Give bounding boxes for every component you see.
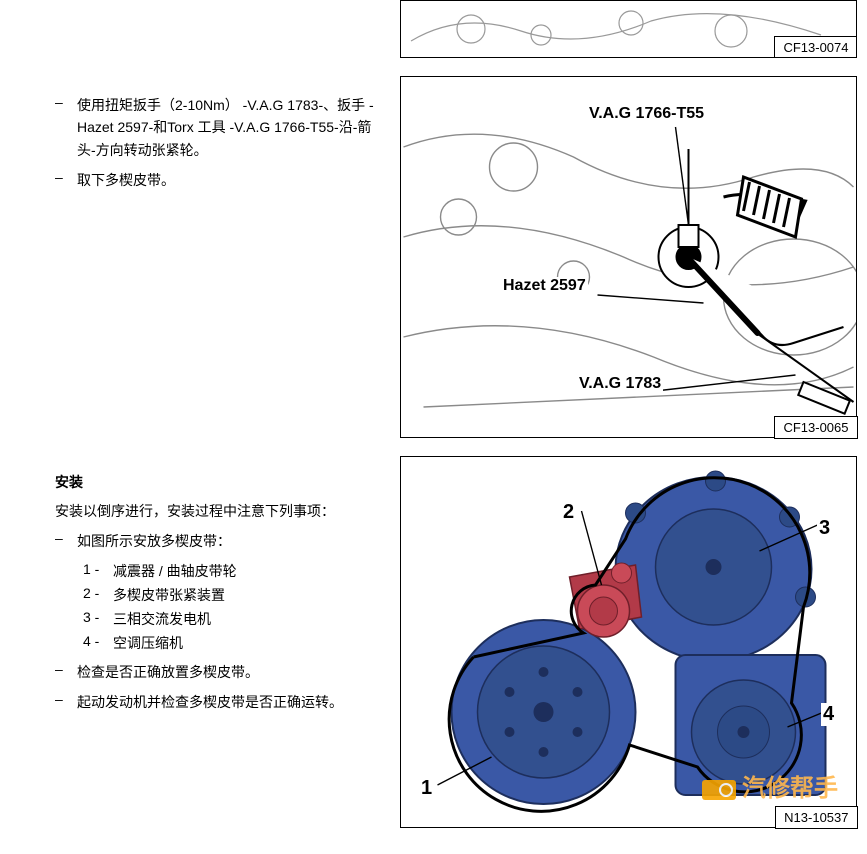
install-heading: 安装	[55, 472, 385, 492]
callout-hazet-2597: Hazet 2597	[501, 277, 588, 295]
bullet-text: 如图所示安放多楔皮带：	[77, 530, 385, 552]
bullet-text: 起动发动机并检查多楔皮带是否正确运转。	[77, 691, 385, 713]
watermark-text: 汽修帮手	[742, 775, 838, 802]
item-text: 多楔皮带张紧装置	[113, 585, 225, 605]
bullet-item: – 检查是否正确放置多楔皮带。	[55, 661, 385, 683]
item-text: 空调压缩机	[113, 633, 183, 653]
item-number: 4 -	[83, 633, 113, 653]
bullet-text: 检查是否正确放置多楔皮带。	[77, 661, 385, 683]
dash: –	[55, 169, 77, 191]
callout-2: 2	[561, 501, 576, 524]
bullet-text: 取下多楔皮带。	[77, 169, 385, 191]
dash: –	[55, 94, 77, 161]
item-text: 三相交流发电机	[113, 609, 211, 629]
callout-vag-1783: V.A.G 1783	[577, 375, 663, 393]
watermark: 汽修帮手	[702, 768, 838, 803]
bullet-item: – 使用扭矩扳手（2-10Nm） -V.A.G 1783-、扳手 -Hazet …	[55, 94, 385, 161]
figure-id-bot: N13-10537	[775, 806, 857, 829]
figure-top-fragment: CF13-0074	[400, 0, 857, 58]
numbered-item: 3 - 三相交流发电机	[83, 609, 385, 629]
figure-belt-routing: 1 2 3 4 N13-10537 汽修帮手	[400, 456, 857, 828]
watermark-icon	[702, 780, 736, 800]
callout-4: 4	[821, 703, 836, 726]
numbered-item: 1 - 减震器 / 曲轴皮带轮	[83, 561, 385, 581]
callout-vag-1766: V.A.G 1766-T55	[587, 105, 706, 123]
figure-tensioner: V.A.G 1766-T55 Hazet 2597 V.A.G 1783 CF1…	[400, 76, 857, 438]
install-intro: 安装以倒序进行，安装过程中注意下列事项：	[55, 500, 385, 522]
bullet-item: – 如图所示安放多楔皮带：	[55, 530, 385, 552]
item-number: 1 -	[83, 561, 113, 581]
callout-1: 1	[419, 777, 434, 800]
item-text: 减震器 / 曲轴皮带轮	[113, 561, 237, 581]
bullet-item: – 取下多楔皮带。	[55, 169, 385, 191]
numbered-item: 4 - 空调压缩机	[83, 633, 385, 653]
callout-3: 3	[817, 517, 832, 540]
numbered-item: 2 - 多楔皮带张紧装置	[83, 585, 385, 605]
bullet-item: – 起动发动机并检查多楔皮带是否正确运转。	[55, 691, 385, 713]
item-number: 2 -	[83, 585, 113, 605]
item-number: 3 -	[83, 609, 113, 629]
dash: –	[55, 530, 77, 552]
figure-id-mid: CF13-0065	[774, 416, 857, 439]
bullet-text: 使用扭矩扳手（2-10Nm） -V.A.G 1783-、扳手 -Hazet 25…	[77, 94, 385, 161]
dash: –	[55, 661, 77, 683]
figure-id-top: CF13-0074	[774, 36, 857, 59]
dash: –	[55, 691, 77, 713]
